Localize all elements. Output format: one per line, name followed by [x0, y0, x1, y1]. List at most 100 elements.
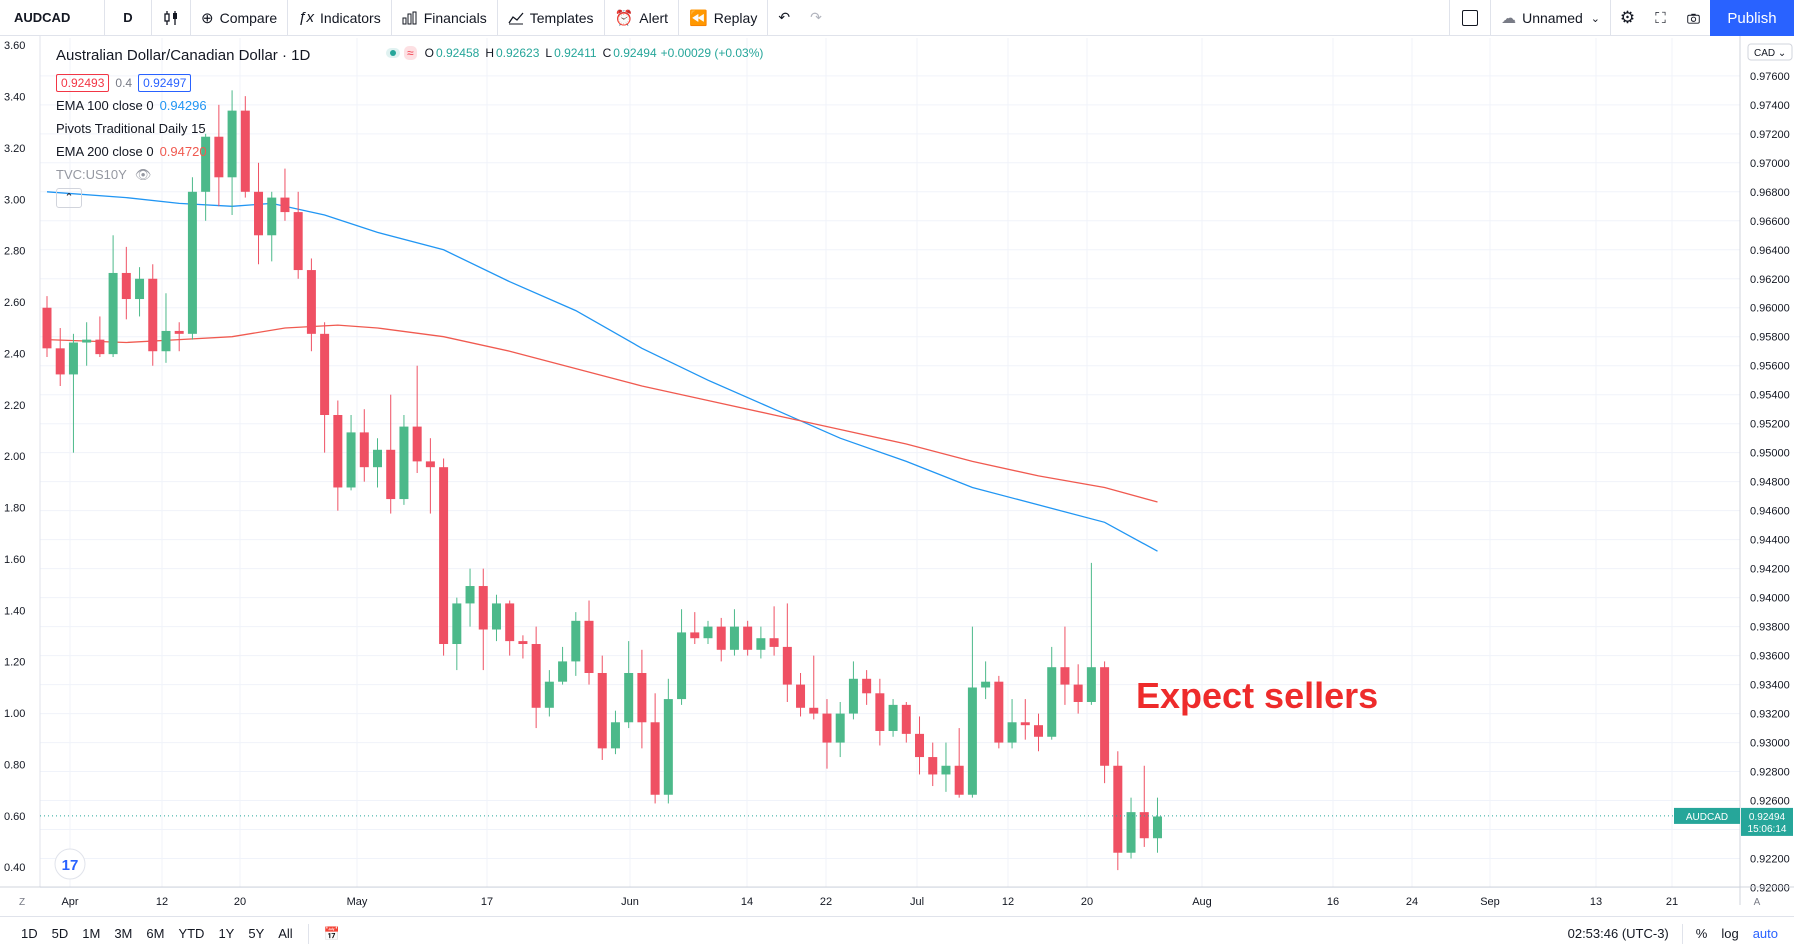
candle[interactable] [108, 235, 118, 358]
interval-button[interactable]: D [123, 10, 133, 25]
candle[interactable] [227, 90, 237, 215]
ema100-row[interactable]: EMA 100 close 0 0.94296 [56, 94, 310, 117]
candle[interactable] [1007, 699, 1017, 749]
candle[interactable] [187, 177, 197, 340]
auto-toggle[interactable]: auto [1752, 926, 1778, 941]
candle[interactable] [1047, 646, 1057, 740]
candle[interactable] [610, 710, 620, 755]
candle[interactable] [161, 293, 171, 363]
candle[interactable] [1100, 661, 1110, 784]
range-button-6m[interactable]: 6M [146, 926, 165, 941]
candle[interactable] [531, 626, 541, 729]
candle[interactable] [967, 626, 977, 798]
candle[interactable] [558, 646, 568, 685]
candle[interactable] [121, 246, 131, 320]
pivots-row[interactable]: Pivots Traditional Daily 15 [56, 117, 310, 140]
buy-price-button[interactable]: 0.92497 [138, 73, 192, 92]
symbol-search[interactable]: AUDCAD [14, 10, 71, 25]
candle[interactable] [293, 191, 303, 279]
candle[interactable] [346, 415, 356, 491]
candle[interactable] [1060, 626, 1070, 705]
range-button-1d[interactable]: 1D [21, 926, 38, 941]
candle[interactable] [491, 594, 501, 642]
candle[interactable] [1139, 765, 1149, 847]
candle[interactable] [55, 328, 65, 387]
candle[interactable] [941, 742, 951, 792]
candle[interactable] [174, 322, 184, 352]
undo-button[interactable]: ↶ [768, 0, 800, 36]
range-button-5y[interactable]: 5Y [248, 926, 265, 941]
snapshot-button[interactable] [1677, 0, 1710, 36]
replay-button[interactable]: ⏪ Replay [679, 0, 767, 36]
candle[interactable] [82, 322, 92, 366]
candle[interactable] [1086, 562, 1096, 705]
candle[interactable] [505, 600, 515, 656]
price-chart[interactable]: 3.60 3.40 3.20 3.00 2.80 2.60 2.40 2.20 2.00 1.80… [0, 36, 1794, 916]
ema200-row[interactable]: EMA 200 close 0 0.94720 [56, 140, 310, 163]
candle[interactable] [518, 635, 528, 659]
range-button-all[interactable]: All [278, 926, 293, 941]
candle[interactable] [981, 661, 991, 700]
candle[interactable] [624, 641, 634, 729]
candle[interactable] [412, 365, 422, 473]
candle[interactable] [954, 728, 964, 798]
candle[interactable] [544, 670, 554, 717]
ema-100-close-0-line[interactable] [46, 191, 1158, 552]
candle[interactable] [650, 693, 660, 804]
indicators-button[interactable]: ƒx Indicators [288, 0, 391, 36]
sell-price-button[interactable]: 0.92493 [56, 73, 110, 92]
candle[interactable] [240, 96, 250, 198]
settings-button[interactable]: ⚙ [1611, 0, 1644, 36]
candle[interactable] [452, 597, 462, 671]
chart-title[interactable]: Australian Dollar/Canadian Dollar · 1D [56, 47, 311, 64]
candle[interactable] [201, 133, 211, 221]
candle[interactable] [862, 670, 872, 705]
candle[interactable] [425, 438, 435, 514]
log-toggle[interactable]: log [1721, 926, 1739, 941]
overlay-row[interactable]: TVC:US10Y 👁 [56, 163, 310, 186]
candle[interactable] [716, 617, 726, 662]
percent-toggle[interactable]: % [1695, 926, 1708, 941]
candle[interactable] [1152, 797, 1162, 853]
publish-button[interactable]: Publish [1710, 0, 1794, 36]
candle[interactable] [135, 267, 145, 317]
range-button-ytd[interactable]: YTD [178, 926, 205, 941]
candle[interactable] [1073, 664, 1083, 714]
collapse-legend-button[interactable]: ⌃ [56, 187, 82, 208]
compare-button[interactable]: ⊕ Compare [191, 0, 287, 36]
candle[interactable] [280, 168, 290, 221]
candle[interactable] [148, 264, 158, 366]
candle[interactable] [597, 655, 607, 760]
candle[interactable] [1034, 713, 1043, 752]
range-button-1m[interactable]: 1M [82, 926, 101, 941]
candle[interactable] [835, 701, 845, 758]
layout-toggle-button[interactable] [1450, 0, 1490, 36]
candle[interactable] [796, 672, 806, 717]
chart-area[interactable]: 3.60 3.40 3.20 3.00 2.80 2.60 2.40 2.20 2.00 1.80… [0, 36, 1794, 916]
candle[interactable] [399, 415, 409, 505]
ema-200-close-0-line[interactable] [46, 324, 1158, 503]
fullscreen-button[interactable]: ⛶ [1644, 0, 1677, 36]
candle[interactable] [320, 322, 330, 453]
range-button-1y[interactable]: 1Y [218, 926, 235, 941]
currency-label[interactable]: CAD ⌄ [1754, 48, 1786, 59]
go-to-date-button[interactable]: 📅 [317, 926, 347, 942]
annotation-text[interactable]: Expect sellers [1136, 675, 1378, 716]
candle[interactable] [756, 626, 766, 659]
eye-off-icon[interactable]: 👁 [134, 166, 152, 182]
chart-type-button[interactable] [152, 0, 190, 36]
candle[interactable] [359, 409, 369, 482]
candle[interactable] [373, 438, 382, 488]
candle[interactable] [571, 612, 581, 676]
candle[interactable] [254, 162, 264, 265]
candle[interactable] [386, 394, 396, 514]
candle[interactable] [769, 606, 779, 656]
candle[interactable] [928, 742, 938, 787]
candle[interactable] [214, 104, 224, 207]
layout-name-button[interactable]: ☁ Unnamed ⌄ [1491, 0, 1610, 36]
candle[interactable] [875, 678, 885, 746]
candle[interactable] [809, 655, 819, 720]
candle[interactable] [42, 296, 52, 358]
candle[interactable] [306, 258, 316, 352]
candle[interactable] [333, 400, 343, 511]
